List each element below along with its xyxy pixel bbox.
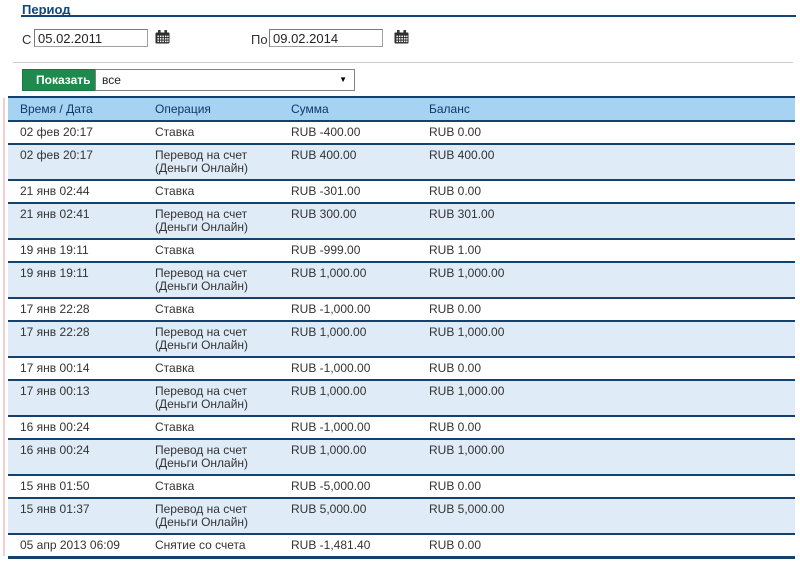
cell-date: 21 янв 02:44: [8, 180, 155, 204]
cell-balance: RUB 400.00: [429, 144, 795, 181]
cell-date: 21 янв 02:41: [8, 203, 155, 240]
cell-operation: Перевод на счет (Деньги Онлайн): [155, 498, 291, 535]
table-row: 19 янв 19:11 Перевод на счет (Деньги Онла…: [8, 262, 795, 299]
cell-operation: Перевод на счет (Деньги Онлайн): [155, 262, 291, 299]
cell-amount: RUB 5,000.00: [291, 498, 429, 535]
table-row: 02 фев 20:17 Ставка RUB -400.00 RUB 0.00: [8, 121, 795, 145]
cell-balance: RUB 1,000.00: [429, 380, 795, 417]
cell-amount: RUB 400.00: [291, 144, 429, 181]
left-edge-artifact: [3, 98, 5, 556]
cell-date: 17 янв 00:13: [8, 380, 155, 417]
cell-amount: RUB -1,000.00: [291, 298, 429, 322]
cell-balance: RUB 0.00: [429, 121, 795, 145]
cell-balance: RUB 1,000.00: [429, 439, 795, 476]
cell-amount: RUB 1,000.00: [291, 321, 429, 358]
cell-operation: Перевод на счет (Деньги Онлайн): [155, 144, 291, 181]
cell-amount: RUB -301.00: [291, 180, 429, 204]
cell-amount: RUB -999.00: [291, 239, 429, 263]
cell-date: 19 янв 19:11: [8, 239, 155, 263]
date-to-label: По: [251, 32, 268, 47]
chevron-down-icon: ▼: [339, 75, 347, 84]
cell-operation: Ставка: [155, 475, 291, 499]
column-header: Операция: [155, 97, 291, 122]
cell-balance: RUB 1,000.00: [429, 321, 795, 358]
cell-balance: RUB 0.00: [429, 357, 795, 381]
calendar-icon[interactable]: [155, 30, 170, 44]
cell-balance: RUB 0.00: [429, 298, 795, 322]
column-header: Баланс: [429, 97, 795, 122]
column-header: Сумма: [291, 97, 429, 122]
cell-balance: RUB 0.00: [429, 180, 795, 204]
table-row: 19 янв 19:11 Ставка RUB -999.00 RUB 1.00: [8, 239, 795, 263]
date-to-input[interactable]: [269, 29, 383, 47]
table-row: 02 фев 20:17 Перевод на счет (Деньги Онла…: [8, 144, 795, 181]
table-row: 15 янв 01:50 Ставка RUB -5,000.00 RUB 0.00: [8, 475, 795, 499]
column-header: Время / Дата: [8, 97, 155, 122]
calendar-icon[interactable]: [394, 30, 409, 44]
cell-amount: RUB 1,000.00: [291, 380, 429, 417]
table-row: 17 янв 00:13 Перевод на счет (Деньги Онла…: [8, 380, 795, 417]
table-row: 15 янв 01:37 Перевод на счет (Деньги Онла…: [8, 498, 795, 535]
cell-operation: Ставка: [155, 416, 291, 440]
cell-operation: Ставка: [155, 180, 291, 204]
cell-date: 02 фев 20:17: [8, 144, 155, 181]
table-row: 16 янв 00:24 Ставка RUB -1,000.00 RUB 0.00: [8, 416, 795, 440]
cell-balance: RUB 0.00: [429, 475, 795, 499]
cell-date: 17 янв 22:28: [8, 298, 155, 322]
table-row: 17 янв 22:28 Ставка RUB -1,000.00 RUB 0.00: [8, 298, 795, 322]
cell-balance: RUB 301.00: [429, 203, 795, 240]
table-header-row: Время / Дата Операция Сумма Баланс: [8, 97, 795, 122]
date-from-label: С: [22, 32, 32, 47]
table-body: 02 фев 20:17 Ставка RUB -400.00 RUB 0.00 02 …: [8, 121, 795, 559]
table-row: 17 янв 22:28 Перевод на счет (Деньги Онла…: [8, 321, 795, 358]
cell-amount: RUB -400.00: [291, 121, 429, 145]
table-row: 17 янв 00:14 Ставка RUB -1,000.00 RUB 0.00: [8, 357, 795, 381]
cell-operation: Перевод на счет (Деньги Онлайн): [155, 321, 291, 358]
cell-amount: RUB -1,000.00: [291, 357, 429, 381]
cell-balance: RUB 1.00: [429, 239, 795, 263]
cell-balance: RUB 0.00: [429, 416, 795, 440]
cell-amount: RUB 1,000.00: [291, 439, 429, 476]
cell-balance: RUB 0.00: [429, 534, 795, 559]
cell-amount: RUB -5,000.00: [291, 475, 429, 499]
cell-date: 17 янв 00:14: [8, 357, 155, 381]
table-row: 05 апр 2013 06:09 Снятие со счета RUB -1,4…: [8, 534, 795, 559]
cell-operation: Ставка: [155, 357, 291, 381]
cell-operation: Перевод на счет (Деньги Онлайн): [155, 380, 291, 417]
page-title: Период: [22, 2, 71, 17]
cell-date: 19 янв 19:11: [8, 262, 155, 299]
cell-amount: RUB 1,000.00: [291, 262, 429, 299]
cell-amount: RUB -1,481.40: [291, 534, 429, 559]
cell-operation: Ставка: [155, 239, 291, 263]
cell-date: 15 янв 01:50: [8, 475, 155, 499]
date-from-input[interactable]: [34, 29, 148, 47]
cell-operation: Ставка: [155, 121, 291, 145]
cell-date: 16 янв 00:24: [8, 416, 155, 440]
section-divider: [13, 62, 793, 63]
show-button[interactable]: Показать: [22, 69, 105, 91]
cell-date: 02 фев 20:17: [8, 121, 155, 145]
cell-balance: RUB 5,000.00: [429, 498, 795, 535]
cell-balance: RUB 1,000.00: [429, 262, 795, 299]
cell-date: 05 апр 2013 06:09: [8, 534, 155, 559]
table-row: 21 янв 02:41 Перевод на счет (Деньги Онла…: [8, 203, 795, 240]
table-row: 21 янв 02:44 Ставка RUB -301.00 RUB 0.00: [8, 180, 795, 204]
cell-date: 16 янв 00:24: [8, 439, 155, 476]
table-row: 16 янв 00:24 Перевод на счет (Деньги Онла…: [8, 439, 795, 476]
cell-amount: RUB -1,000.00: [291, 416, 429, 440]
cell-amount: RUB 300.00: [291, 203, 429, 240]
cell-date: 15 янв 01:37: [8, 498, 155, 535]
transactions-table: Время / Дата Операция Сумма Баланс 02 фев 2…: [8, 96, 795, 559]
cell-operation: Снятие со счета: [155, 534, 291, 559]
cell-date: 17 янв 22:28: [8, 321, 155, 358]
cell-operation: Перевод на счет (Деньги Онлайн): [155, 439, 291, 476]
filter-select[interactable]: все ▼: [95, 69, 355, 91]
title-divider: [21, 15, 796, 17]
cell-operation: Ставка: [155, 298, 291, 322]
cell-operation: Перевод на счет (Деньги Онлайн): [155, 203, 291, 240]
filter-selected-value: все: [102, 73, 121, 87]
